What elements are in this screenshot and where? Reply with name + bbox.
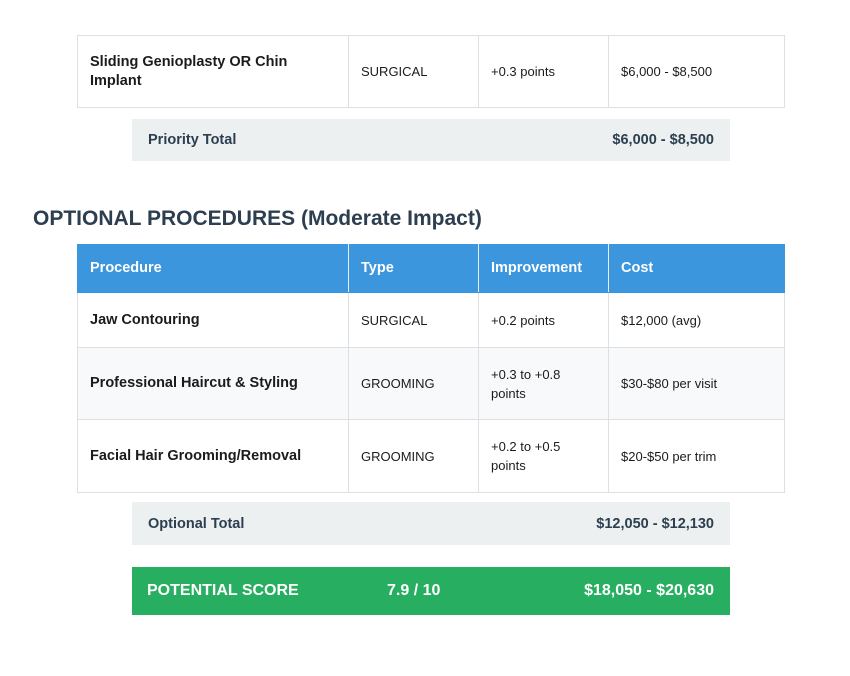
procedure-name: Sliding Genioplasty OR Chin Implant bbox=[77, 35, 349, 108]
table-header-row: Procedure Type Improvement Cost bbox=[77, 244, 785, 293]
procedure-improvement: +0.2 points bbox=[478, 292, 609, 348]
column-header-type: Type bbox=[348, 244, 479, 293]
procedure-cost: $6,000 - $8,500 bbox=[608, 35, 785, 108]
priority-total-label: Priority Total bbox=[148, 132, 237, 148]
procedure-improvement: +0.2 to +0.5 points bbox=[478, 419, 609, 493]
column-header-procedure: Procedure bbox=[77, 244, 349, 293]
optional-procedures-heading: OPTIONAL PROCEDURES (Moderate Impact) bbox=[33, 207, 482, 230]
optional-procedures-table: Procedure Type Improvement Cost Jaw Cont… bbox=[77, 244, 785, 493]
procedure-improvement: +0.3 points bbox=[478, 35, 609, 108]
column-header-cost: Cost bbox=[608, 244, 785, 293]
potential-score-cost: $18,050 - $20,630 bbox=[584, 582, 714, 599]
optional-total-value: $12,050 - $12,130 bbox=[596, 515, 714, 532]
column-header-improvement: Improvement bbox=[478, 244, 609, 293]
table-row: Jaw Contouring SURGICAL +0.2 points $12,… bbox=[77, 292, 785, 348]
priority-total-bar: Priority Total $6,000 - $8,500 bbox=[132, 119, 730, 161]
priority-total-value: $6,000 - $8,500 bbox=[612, 132, 714, 148]
procedure-type: SURGICAL bbox=[348, 292, 479, 348]
procedure-cost: $12,000 (avg) bbox=[608, 292, 785, 348]
priority-procedures-table: Sliding Genioplasty OR Chin Implant SURG… bbox=[77, 35, 785, 108]
procedure-cost: $30-$80 per visit bbox=[608, 347, 785, 420]
procedure-type: GROOMING bbox=[348, 347, 479, 420]
procedure-cost: $20-$50 per trim bbox=[608, 419, 785, 493]
potential-score-label: POTENTIAL SCORE bbox=[147, 582, 299, 599]
table-row: Facial Hair Grooming/Removal GROOMING +0… bbox=[77, 419, 785, 493]
procedure-name: Facial Hair Grooming/Removal bbox=[77, 419, 349, 493]
potential-score-bar: POTENTIAL SCORE 7.9 / 10 $18,050 - $20,6… bbox=[132, 567, 730, 615]
procedure-name: Jaw Contouring bbox=[77, 292, 349, 348]
table-row: Sliding Genioplasty OR Chin Implant SURG… bbox=[77, 35, 785, 108]
procedure-improvement: +0.3 to +0.8 points bbox=[478, 347, 609, 420]
procedure-type: GROOMING bbox=[348, 419, 479, 493]
procedure-name: Professional Haircut & Styling bbox=[77, 347, 349, 420]
optional-total-bar: Optional Total $12,050 - $12,130 bbox=[132, 502, 730, 545]
potential-score-value: 7.9 / 10 bbox=[387, 582, 441, 599]
procedure-type: SURGICAL bbox=[348, 35, 479, 108]
table-row: Professional Haircut & Styling GROOMING … bbox=[77, 347, 785, 420]
optional-total-label: Optional Total bbox=[148, 515, 245, 532]
